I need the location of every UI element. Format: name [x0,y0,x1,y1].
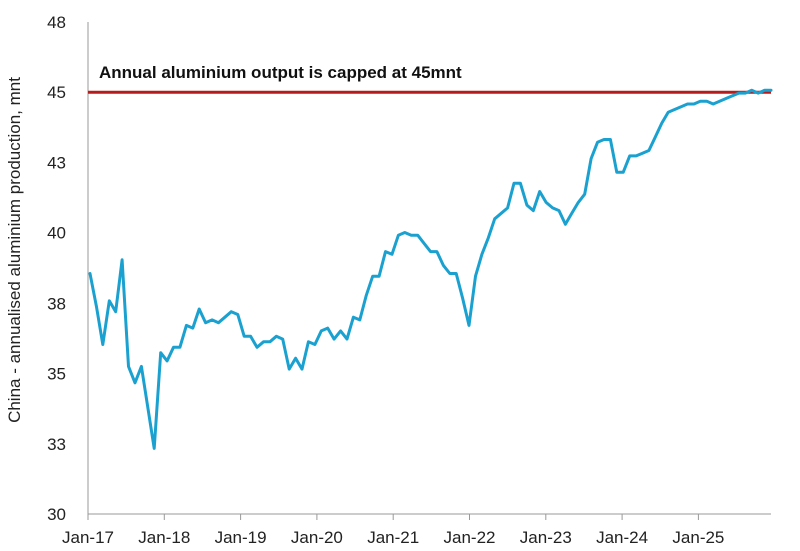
x-tick-label: Jan-24 [596,528,648,547]
x-tick-marks [87,514,699,520]
x-tick-labels: Jan-17 Jan-18 Jan-19 Jan-20 Jan-21 Jan-22 Jan-… [62,528,724,547]
y-tick-label: 45 [47,83,66,102]
y-tick-label: 48 [47,13,66,32]
x-tick-label: Jan-17 [62,528,114,547]
x-tick-label: Jan-22 [444,528,496,547]
x-tick-label: Jan-20 [291,528,343,547]
y-tick-label: 30 [47,505,66,524]
y-tick-label: 40 [47,224,66,243]
y-tick-label: 43 [47,153,66,172]
cap-annotation: Annual aluminium output is capped at 45m… [99,63,462,82]
y-tick-label: 35 [47,365,66,384]
x-tick-label: Jan-21 [367,528,419,547]
x-tick-label: Jan-18 [138,528,190,547]
x-tick-label: Jan-25 [672,528,724,547]
series-line [88,88,773,450]
y-tick-label: 38 [47,294,66,313]
x-tick-label: Jan-19 [215,528,267,547]
y-axis-title: China - annualised aluminium production,… [5,77,24,423]
x-tick-label: Jan-23 [520,528,572,547]
y-tick-label: 33 [47,435,66,454]
y-tick-labels: 30 33 35 38 40 43 45 48 [47,13,66,524]
